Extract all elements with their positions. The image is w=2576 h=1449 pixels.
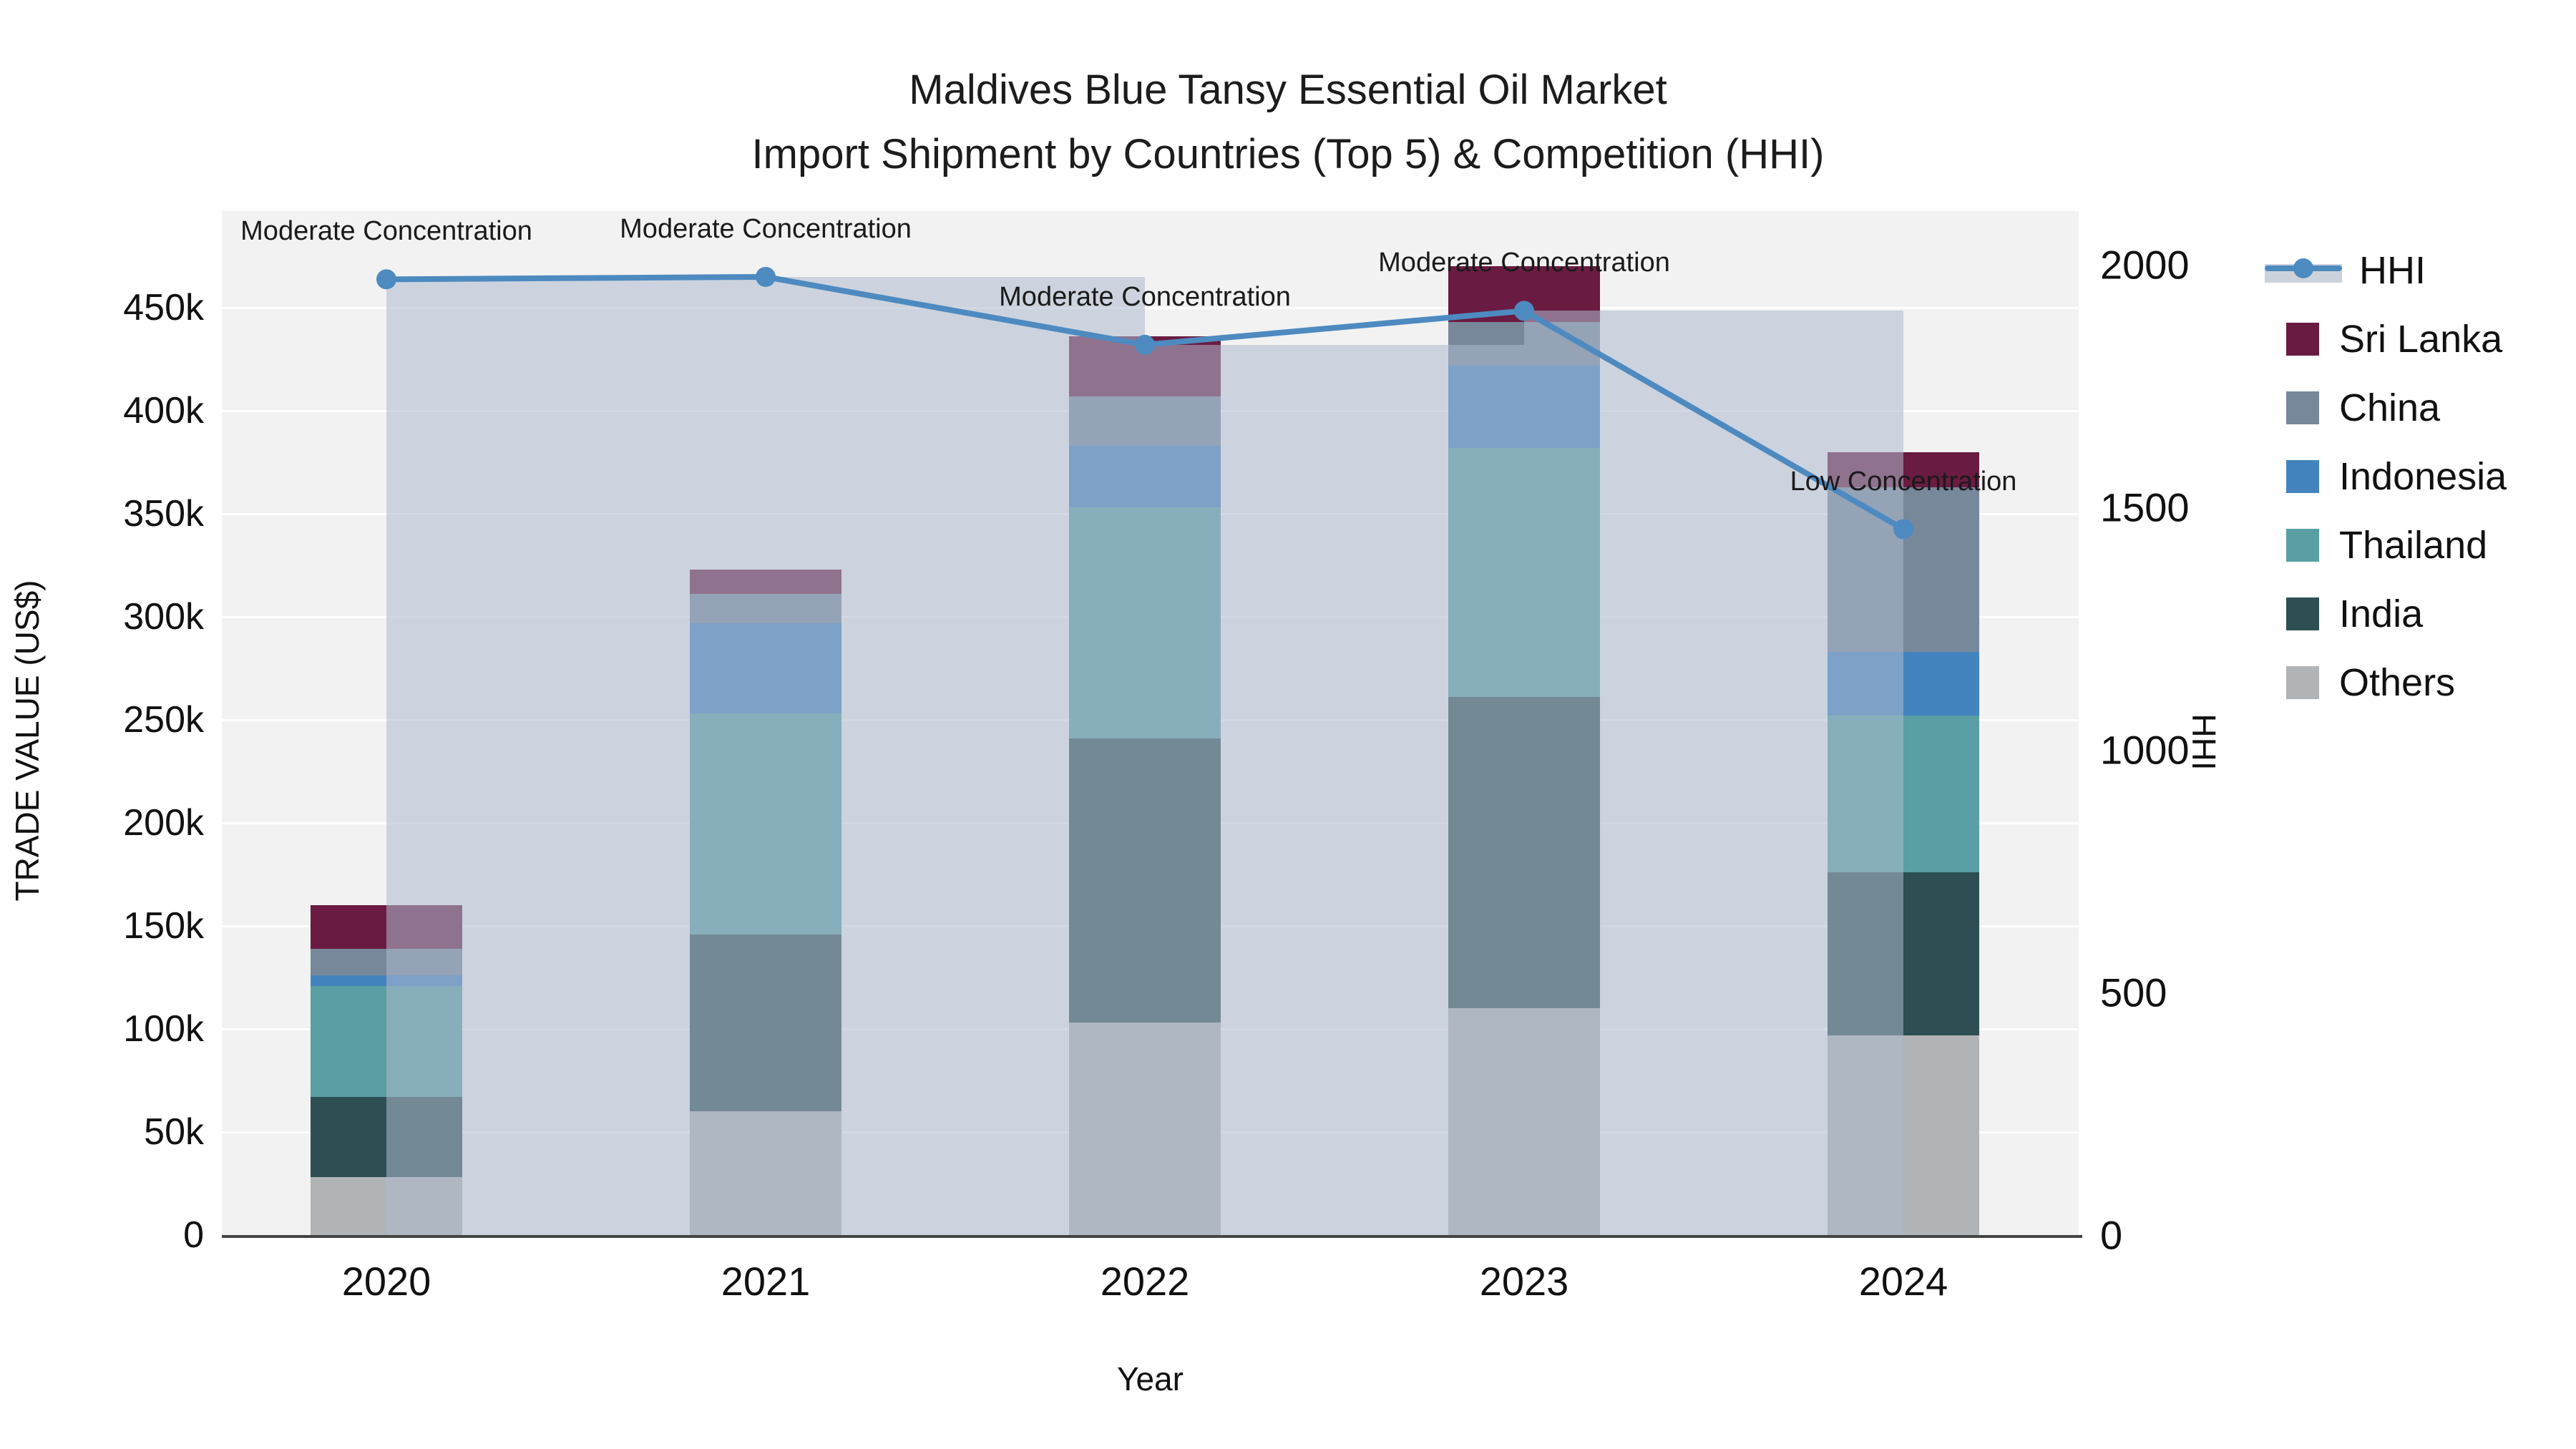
hhi-band <box>1145 344 1524 1235</box>
legend: HHI Sri Lanka China Indonesia Thailand India O… <box>2265 236 2507 717</box>
hhi-marker <box>756 266 776 287</box>
legend-item-indonesia[interactable]: Indonesia <box>2265 442 2507 511</box>
gridline <box>222 306 2079 309</box>
annotation-2021: Moderate Concentration <box>620 213 912 244</box>
legend-swatch-icon <box>2286 529 2319 562</box>
hhi-band <box>1524 311 1903 1235</box>
legend-swatch-icon <box>2286 666 2319 699</box>
x-tick-2022: 2022 <box>1100 1259 1190 1304</box>
right-tick-500: 500 <box>2100 970 2167 1015</box>
left-tick-250k: 250k <box>123 699 204 741</box>
right-tick-2000: 2000 <box>2100 242 2190 288</box>
legend-label: HHI <box>2359 249 2426 292</box>
left-tick-100k: 100k <box>123 1008 204 1050</box>
x-axis-line <box>222 1235 2082 1238</box>
hhi-band <box>386 279 766 1235</box>
legend-label: Others <box>2339 661 2456 704</box>
hhi-marker <box>1893 519 1913 540</box>
legend-item-hhi[interactable]: HHI <box>2265 236 2507 305</box>
annotation-2022: Moderate Concentration <box>999 281 1291 312</box>
x-tick-2023: 2023 <box>1479 1259 1569 1304</box>
hhi-marker <box>376 269 396 290</box>
right-tick-1500: 1500 <box>2100 484 2190 530</box>
hhi-marker <box>1514 301 1534 321</box>
annotation-2023: Moderate Concentration <box>1378 248 1670 278</box>
legend-swatch-icon <box>2286 391 2319 424</box>
legend-label: Sri Lanka <box>2339 318 2503 361</box>
legend-label: India <box>2339 592 2424 635</box>
legend-label: China <box>2339 386 2441 429</box>
legend-item-china[interactable]: China <box>2265 374 2507 442</box>
legend-item-thailand[interactable]: Thailand <box>2265 511 2507 580</box>
legend-item-india[interactable]: India <box>2265 580 2507 648</box>
annotation-2020: Moderate Concentration <box>240 216 532 247</box>
chart-title-line1: Maldives Blue Tansy Essential Oil Market <box>909 67 1667 113</box>
x-tick-2024: 2024 <box>1858 1259 1948 1304</box>
x-tick-2021: 2021 <box>721 1259 811 1304</box>
legend-swatch-icon <box>2286 597 2319 630</box>
annotation-2024: Low Concentration <box>1790 466 2017 497</box>
x-axis-title: Year <box>1117 1360 1184 1397</box>
legend-label: Indonesia <box>2339 455 2507 498</box>
left-tick-0: 0 <box>183 1214 204 1256</box>
x-tick-2020: 2020 <box>341 1259 431 1304</box>
chart-title-line2: Import Shipment by Countries (Top 5) & C… <box>751 131 1825 177</box>
legend-item-others[interactable]: Others <box>2265 648 2507 717</box>
left-tick-200k: 200k <box>123 802 204 844</box>
legend-swatch-icon <box>2286 323 2319 356</box>
right-tick-1000: 1000 <box>2100 727 2190 773</box>
left-tick-50k: 50k <box>144 1111 204 1153</box>
left-tick-450k: 450k <box>123 287 204 328</box>
left-tick-150k: 150k <box>123 905 204 947</box>
legend-item-sri-lanka[interactable]: Sri Lanka <box>2265 305 2507 374</box>
right-tick-0: 0 <box>2100 1212 2123 1258</box>
left-tick-350k: 350k <box>123 493 204 535</box>
hhi-line-icon <box>2265 254 2342 287</box>
left-tick-400k: 400k <box>123 390 204 431</box>
legend-swatch-icon <box>2286 460 2319 493</box>
legend-label: Thailand <box>2339 524 2488 567</box>
hhi-band <box>766 276 1145 1235</box>
hhi-marker <box>1135 334 1155 355</box>
left-tick-300k: 300k <box>123 596 204 638</box>
